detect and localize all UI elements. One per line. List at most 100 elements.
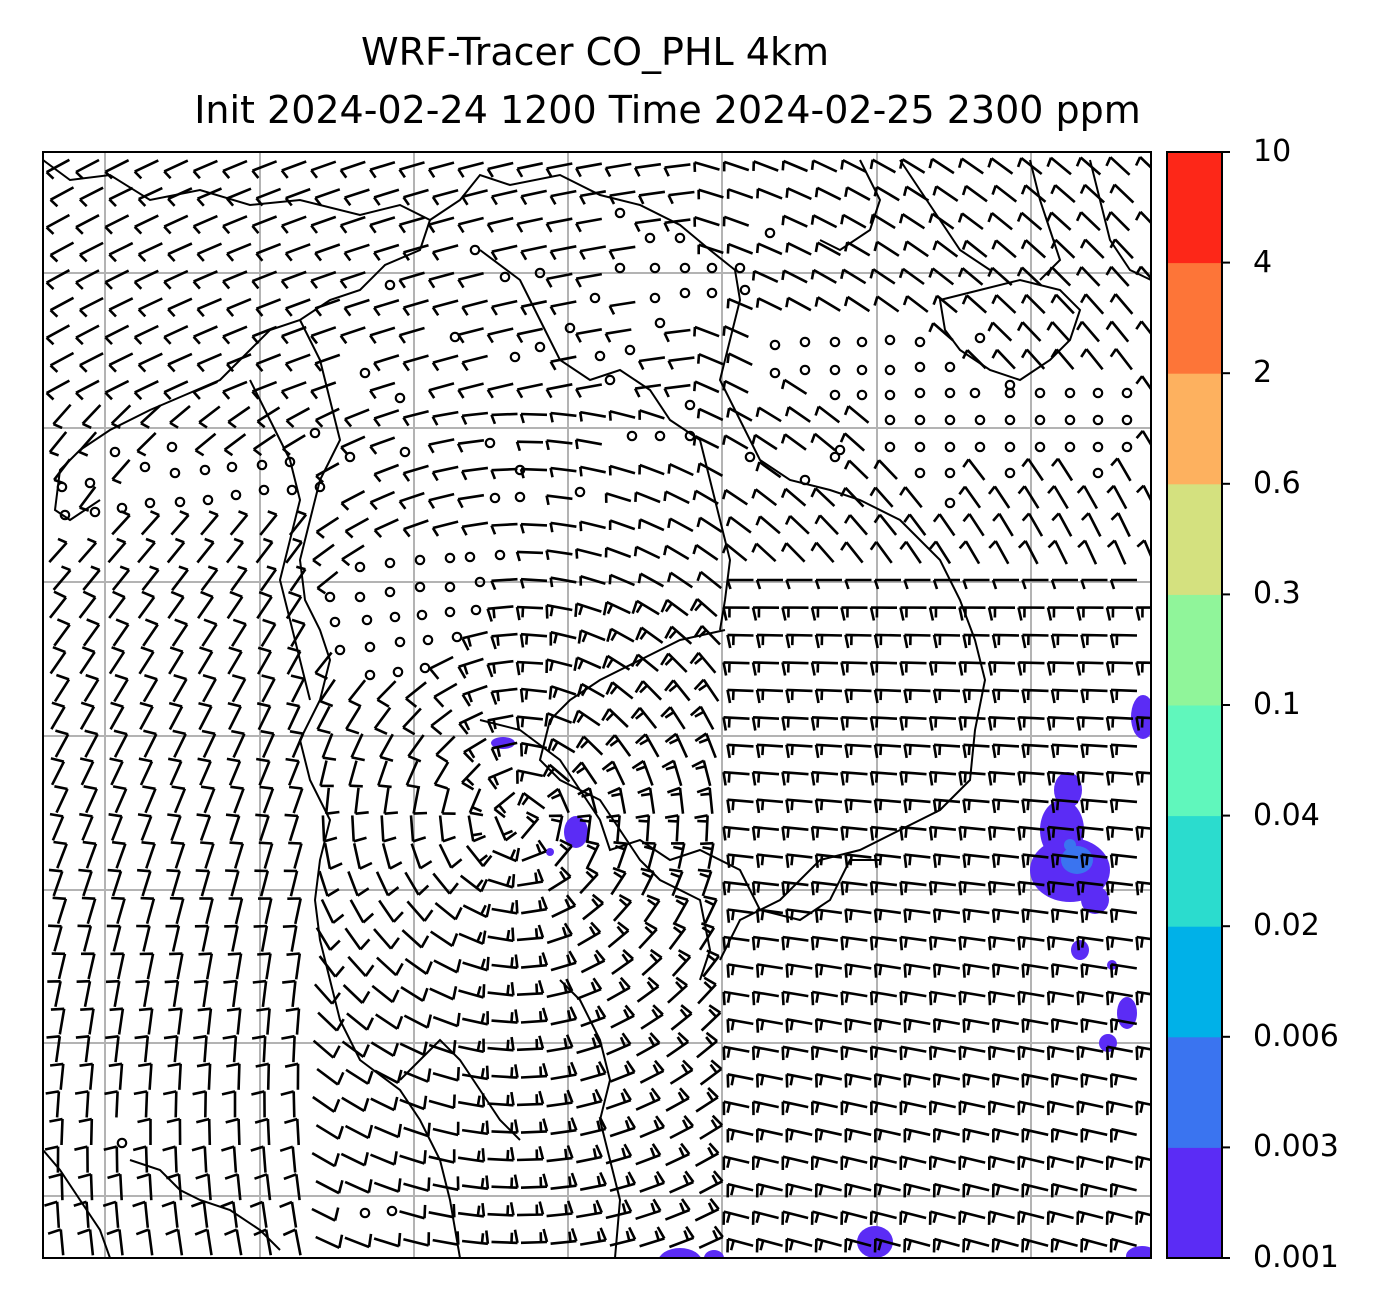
wind-barb (1050, 238, 1076, 259)
wind-barb (810, 541, 835, 564)
calm-wind-circle (654, 430, 666, 442)
wind-barb (899, 540, 922, 564)
wind-barb (402, 519, 429, 538)
coastline-segment (479, 719, 880, 922)
wind-barb (722, 1100, 750, 1116)
wind-barb (290, 618, 306, 648)
wind-barb (1050, 798, 1079, 814)
wind-barb (279, 1200, 298, 1228)
wind-barb (751, 1045, 780, 1061)
wind-barb (1076, 485, 1099, 510)
wind-barb (465, 844, 493, 868)
wind-barb (433, 761, 450, 790)
wind-barb (230, 565, 248, 592)
wind-barb (282, 979, 297, 1008)
wind-barb (1080, 1182, 1108, 1198)
wind-barb (840, 880, 868, 896)
wind-barb (781, 770, 809, 786)
wind-barb (722, 1210, 750, 1225)
wind-barb (320, 898, 345, 924)
wind-barb (48, 537, 68, 563)
wind-barb (928, 770, 957, 786)
wind-barb (516, 327, 543, 344)
wind-barb (987, 157, 1014, 175)
calm-wind-circle (329, 616, 341, 628)
wind-barb (962, 1237, 990, 1253)
wind-barb (751, 433, 778, 451)
wind-barb (432, 1176, 460, 1192)
wind-barb (284, 813, 300, 842)
wind-barb (197, 1007, 213, 1035)
lat-lon-gridlines (43, 152, 1151, 1258)
wind-barb (255, 298, 282, 317)
calm-wind-circle (199, 464, 211, 476)
wind-barb (550, 950, 578, 972)
wind-barb (255, 353, 282, 373)
wind-barb (133, 380, 159, 401)
wind-barb (814, 296, 841, 312)
wind-barb (869, 213, 896, 230)
wind-barb (192, 1090, 207, 1118)
wind-barb (285, 1007, 301, 1035)
wind-barb (339, 326, 366, 345)
wind-barb (991, 348, 1016, 370)
wind-barb (433, 682, 458, 708)
wind-barb (227, 646, 243, 675)
wind-barb (957, 157, 984, 175)
wind-barb (318, 870, 340, 898)
wind-barb (664, 679, 691, 702)
wind-barb (75, 1035, 91, 1063)
wind-barb (664, 625, 693, 645)
wind-barb (516, 1090, 545, 1107)
wind-barb (637, 786, 656, 814)
wind-barb (722, 215, 750, 227)
wind-barb (231, 729, 246, 758)
calm-wind-circle (914, 361, 926, 373)
wind-barb (221, 1090, 237, 1118)
wind-barb (457, 216, 484, 234)
wind-barb (200, 785, 216, 814)
wind-barb (197, 590, 214, 620)
wind-barb (462, 903, 491, 919)
wind-barb (840, 825, 868, 841)
wind-barb (138, 1007, 154, 1035)
wind-barb (579, 1227, 607, 1246)
wind-barb (137, 813, 153, 841)
wind-barb (433, 958, 462, 974)
wind-barb (107, 537, 127, 564)
wind-barb (428, 1149, 456, 1164)
wind-barb (932, 688, 961, 704)
wind-barb (255, 757, 271, 786)
wind-barb (373, 409, 400, 427)
wind-barb (1046, 716, 1075, 731)
wind-barb (80, 952, 96, 980)
wind-barb (988, 540, 1010, 565)
calm-wind-circle (684, 430, 696, 442)
wind-barb (726, 297, 754, 311)
wind-barb (78, 186, 104, 208)
wind-barb (427, 492, 455, 509)
wind-barb (168, 701, 184, 731)
wind-barb (958, 485, 982, 509)
wind-barb (546, 787, 570, 814)
wind-barb (254, 1117, 271, 1146)
wind-barb (1106, 484, 1128, 510)
wind-barb (610, 1004, 636, 1029)
calm-wind-circle (1004, 387, 1016, 399)
wind-barb (431, 299, 459, 317)
tracer-plume (704, 1250, 724, 1258)
wind-barb (83, 673, 100, 703)
wind-barb (844, 1182, 872, 1198)
calm-wind-circle (914, 414, 926, 426)
wind-barb (639, 1170, 666, 1193)
wind-barb (987, 990, 1016, 1006)
wind-barb (462, 737, 487, 763)
wind-barb (1135, 716, 1151, 731)
wind-barb (899, 1210, 927, 1225)
calm-wind-circle (534, 341, 546, 353)
wind-barb (312, 1095, 341, 1113)
wind-barb (604, 492, 632, 503)
wind-barb (663, 490, 690, 505)
wind-barb (903, 1182, 931, 1198)
wind-barb (1046, 880, 1075, 896)
